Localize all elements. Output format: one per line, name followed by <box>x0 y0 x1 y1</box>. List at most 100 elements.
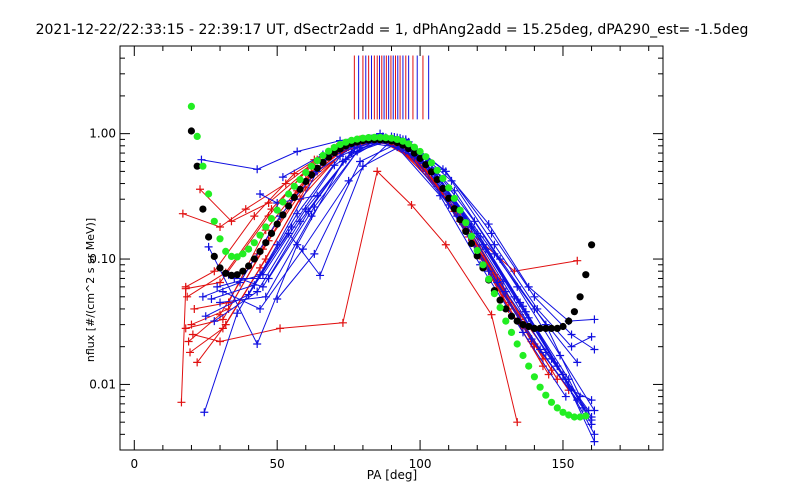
fit-point <box>427 168 436 176</box>
fit-point <box>559 322 567 331</box>
series-point <box>536 345 545 354</box>
fit-point <box>422 153 430 161</box>
fit-point <box>473 246 481 255</box>
fit-point <box>325 147 333 155</box>
fit-point <box>422 161 430 169</box>
series-point <box>233 309 242 318</box>
fit-point <box>313 157 321 165</box>
fit-point <box>256 231 264 239</box>
series-point <box>218 315 227 324</box>
fit-point <box>210 252 218 260</box>
series-13 <box>197 129 582 367</box>
series-point <box>338 318 347 327</box>
fit-point <box>433 166 441 174</box>
series-point <box>330 161 339 170</box>
fit-point <box>445 194 453 202</box>
fit-point <box>227 252 236 260</box>
fit-point <box>273 220 281 228</box>
fit-point <box>245 245 253 253</box>
fit-point <box>187 102 195 110</box>
fit-point <box>193 162 201 170</box>
series-point <box>481 245 490 254</box>
fit-point <box>473 252 481 260</box>
x-tick-label: 50 <box>270 457 285 471</box>
fit-point <box>285 190 293 198</box>
fit-point <box>245 262 253 270</box>
fit-point <box>296 176 304 184</box>
fit-point <box>507 328 516 336</box>
fit-point <box>542 324 550 332</box>
fit-point <box>445 184 453 192</box>
fit-point <box>387 134 396 142</box>
fit-point <box>216 235 224 243</box>
fit-point <box>290 182 298 190</box>
series-point <box>573 256 582 265</box>
x-tick-label: 100 <box>409 457 432 471</box>
series-point <box>450 186 459 195</box>
series-point <box>193 358 202 367</box>
fit-point <box>222 247 230 255</box>
series-point <box>227 217 236 226</box>
series-point <box>253 165 262 174</box>
fit-point <box>582 271 590 279</box>
series-point <box>178 209 187 218</box>
series-point <box>207 295 216 304</box>
series-point <box>487 229 496 238</box>
x-tick-label: 0 <box>130 457 138 471</box>
fit-point <box>547 398 556 406</box>
fit-point <box>325 153 333 161</box>
x-axis-label: PA [deg] <box>367 468 417 482</box>
fit-point <box>399 137 407 145</box>
series-point <box>518 328 527 337</box>
fit-point <box>239 250 247 258</box>
fit-point <box>547 324 556 332</box>
fit-point <box>216 264 224 272</box>
fit-point <box>405 140 413 148</box>
series-point <box>587 396 596 405</box>
fit-point <box>582 412 590 420</box>
series-23 <box>230 134 596 405</box>
fit-point <box>536 324 544 332</box>
series-point <box>276 324 285 333</box>
series-point <box>336 152 345 161</box>
series-19 <box>213 132 599 446</box>
series-point <box>358 162 367 171</box>
x-tick-label: 150 <box>552 457 575 471</box>
series-line <box>186 139 570 391</box>
fit-point <box>302 177 310 186</box>
fit-point <box>330 143 338 152</box>
fit-point <box>410 149 418 157</box>
series-1 <box>178 134 539 349</box>
fit-point <box>262 223 270 231</box>
fit-point <box>485 275 493 283</box>
series-point <box>258 282 267 291</box>
series-point <box>590 430 599 439</box>
series-point <box>587 416 596 425</box>
fit-point <box>553 324 561 332</box>
series-point <box>447 176 456 185</box>
fit-point <box>513 317 521 325</box>
fit-point <box>250 239 258 247</box>
fit-point <box>553 404 561 412</box>
series-point <box>313 191 322 200</box>
series-point <box>256 304 265 313</box>
series-point <box>216 223 225 232</box>
fit-point <box>467 239 476 248</box>
fit-point <box>256 247 264 255</box>
fit-point <box>285 202 293 210</box>
fit-point <box>519 351 527 360</box>
series-point <box>293 209 302 218</box>
fit-point <box>227 271 236 279</box>
fit-point <box>199 162 207 170</box>
fit-point <box>199 205 207 213</box>
fit-point <box>525 362 533 370</box>
fit-point <box>393 135 401 143</box>
series-point <box>183 292 192 301</box>
fit-point <box>205 233 213 241</box>
series-point <box>310 203 319 212</box>
series-point <box>256 190 265 199</box>
fit-point <box>570 308 579 316</box>
fit-point <box>410 143 418 151</box>
fit-point <box>319 158 327 166</box>
series-line <box>214 137 595 435</box>
